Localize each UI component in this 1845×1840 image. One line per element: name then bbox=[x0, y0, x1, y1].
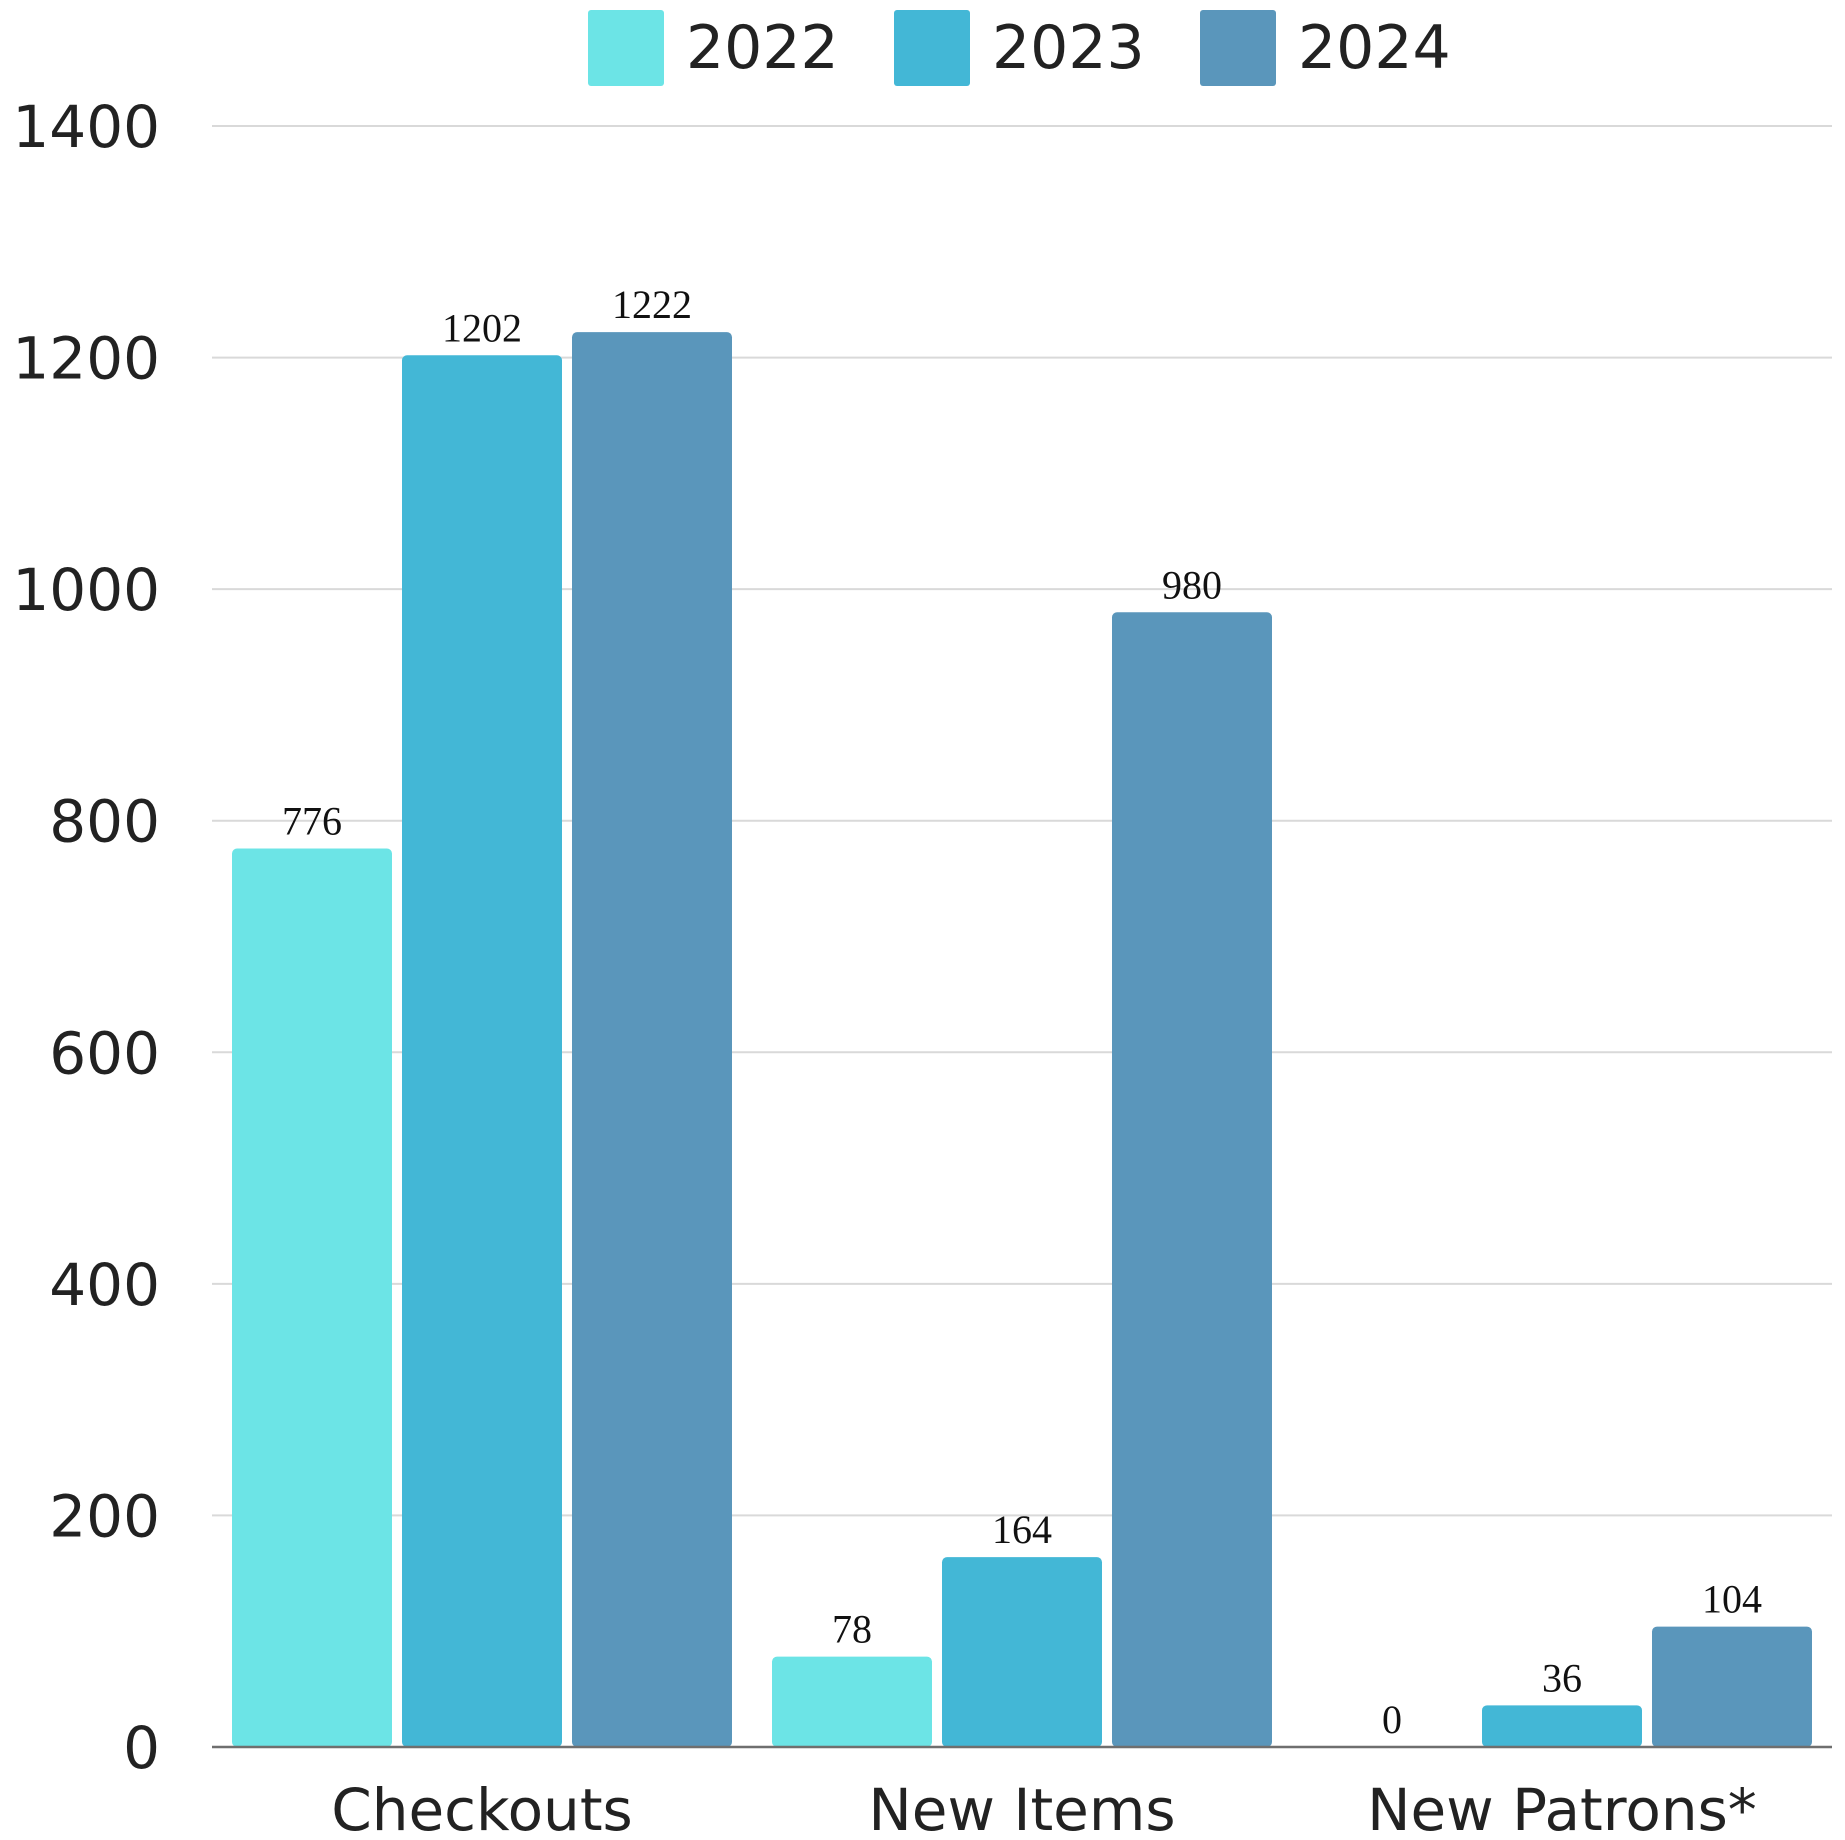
legend: 2022 2023 2024 bbox=[0, 8, 1845, 88]
bar-checkouts-2024 bbox=[572, 332, 732, 1747]
x-tick-label-new-items: New Items bbox=[868, 1776, 1175, 1840]
data-label-new-items-2023: 164 bbox=[992, 1507, 1052, 1552]
legend-item-2023: 2023 bbox=[894, 8, 1145, 88]
y-tick-label-400: 400 bbox=[49, 1251, 160, 1319]
data-label-new-items-2024: 980 bbox=[1162, 562, 1222, 607]
legend-swatch-2024 bbox=[1200, 10, 1276, 86]
data-label-new-patrons--2023: 36 bbox=[1542, 1655, 1582, 1700]
x-tick-label-new-patrons-: New Patrons* bbox=[1367, 1776, 1757, 1840]
legend-label-2022: 2022 bbox=[686, 13, 839, 83]
bar-checkouts-2023 bbox=[402, 355, 562, 1747]
bar-new-patrons--2024 bbox=[1652, 1626, 1812, 1747]
bar-new-patrons--2023 bbox=[1482, 1705, 1642, 1747]
y-tick-label-800: 800 bbox=[49, 788, 160, 856]
y-tick-label-200: 200 bbox=[49, 1482, 160, 1550]
x-tick-label-checkouts: Checkouts bbox=[331, 1776, 633, 1840]
data-label-new-items-2022: 78 bbox=[832, 1607, 872, 1652]
data-label-checkouts-2023: 1202 bbox=[442, 305, 522, 350]
y-tick-label-1000: 1000 bbox=[12, 556, 160, 624]
y-tick-label-600: 600 bbox=[49, 1019, 160, 1087]
bar-new-items-2023 bbox=[942, 1557, 1102, 1747]
y-tick-label-1400: 1400 bbox=[12, 93, 160, 161]
y-tick-label-1200: 1200 bbox=[12, 325, 160, 393]
legend-swatch-2023 bbox=[894, 10, 970, 86]
legend-item-2022: 2022 bbox=[588, 8, 839, 88]
legend-item-2024: 2024 bbox=[1200, 8, 1451, 88]
bar-new-items-2024 bbox=[1112, 612, 1272, 1747]
data-label-checkouts-2024: 1222 bbox=[612, 282, 692, 327]
legend-label-2024: 2024 bbox=[1298, 13, 1451, 83]
data-label-checkouts-2022: 776 bbox=[282, 799, 342, 844]
data-label-new-patrons--2024: 104 bbox=[1702, 1577, 1762, 1622]
bar-checkouts-2022 bbox=[232, 848, 392, 1747]
legend-swatch-2022 bbox=[588, 10, 664, 86]
bar-new-items-2022 bbox=[772, 1656, 932, 1747]
y-tick-label-0: 0 bbox=[123, 1714, 160, 1782]
legend-label-2023: 2023 bbox=[992, 13, 1145, 83]
data-label-new-patrons--2022: 0 bbox=[1382, 1697, 1402, 1742]
